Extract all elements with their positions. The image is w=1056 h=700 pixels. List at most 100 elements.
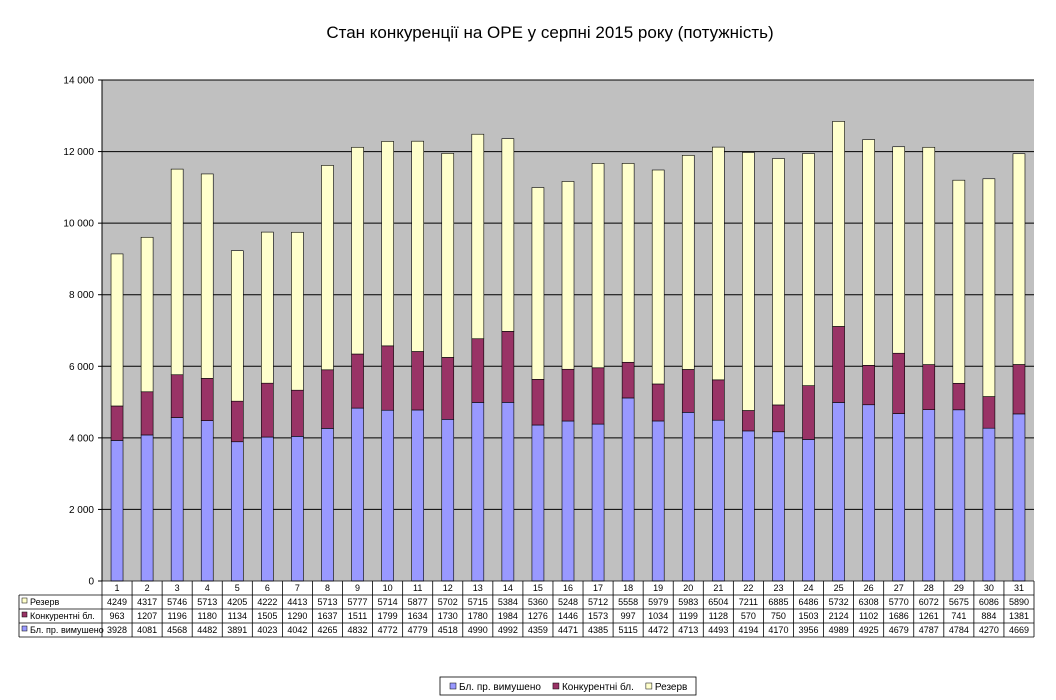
bar-segment xyxy=(230,250,244,402)
x-tick-label: 1 xyxy=(115,583,120,593)
table-cell: 5890 xyxy=(1009,597,1029,607)
x-tick-label: 11 xyxy=(413,583,422,593)
bar-segment xyxy=(621,361,635,399)
bar-segment xyxy=(351,353,364,409)
table-cell: 5702 xyxy=(438,597,458,607)
bar-segment xyxy=(591,163,605,369)
bar-segment xyxy=(712,419,725,582)
table-cell: 1511 xyxy=(348,611,367,621)
bar-segment xyxy=(832,326,845,403)
table-cell: 5715 xyxy=(468,597,488,607)
table-cell: 4359 xyxy=(528,625,548,635)
x-tick-label: 26 xyxy=(864,583,874,593)
bar-segment xyxy=(1012,413,1026,582)
bar-segment xyxy=(561,420,575,582)
table-row-label: Конкурентні бл. xyxy=(30,611,95,621)
table-cell: 4270 xyxy=(979,625,999,635)
x-tick-label: 30 xyxy=(984,583,994,593)
bar-segment xyxy=(952,409,966,582)
table-cell: 4385 xyxy=(588,625,608,635)
bar-segment xyxy=(681,369,695,413)
table-row-key xyxy=(21,597,28,604)
bar-segment xyxy=(922,364,936,410)
x-tick-label: 7 xyxy=(295,583,300,593)
table-cell: 4023 xyxy=(257,625,277,635)
table-cell: 1102 xyxy=(859,611,878,621)
bar-segment xyxy=(501,331,515,403)
table-cell: 4413 xyxy=(287,597,307,607)
table-cell: 1128 xyxy=(709,611,728,621)
legend-box xyxy=(439,676,697,696)
bar-segment xyxy=(471,133,485,340)
table-cell: 1446 xyxy=(558,611,578,621)
table-cell: 741 xyxy=(951,611,966,621)
table-cell: 1503 xyxy=(799,611,819,621)
table-row-label: Бл. пр. вимушено xyxy=(30,625,104,635)
table-cell: 1637 xyxy=(317,611,337,621)
table-cell: 4779 xyxy=(408,625,428,635)
bar-segment xyxy=(591,367,605,425)
table-cell: 4265 xyxy=(317,625,337,635)
bar-segment xyxy=(291,436,304,582)
x-tick-label: 8 xyxy=(325,583,330,593)
bar-segment xyxy=(862,139,875,366)
bar-segment xyxy=(862,404,875,582)
x-tick-label: 25 xyxy=(834,583,844,593)
bar-segment xyxy=(140,236,154,393)
y-tick-label: 10 000 xyxy=(63,219,94,230)
table-cell: 4518 xyxy=(438,625,458,635)
bar-segment xyxy=(832,121,845,327)
x-tick-label: 29 xyxy=(954,583,964,593)
table-cell: 5558 xyxy=(618,597,638,607)
table-cell: 4493 xyxy=(708,625,728,635)
table-cell: 1686 xyxy=(889,611,909,621)
x-tick-label: 13 xyxy=(473,583,483,593)
table-cell: 4925 xyxy=(859,625,879,635)
table-cell: 1573 xyxy=(588,611,608,621)
bar-segment xyxy=(230,400,244,443)
bar-segment xyxy=(291,389,304,437)
table-cell: 1134 xyxy=(228,611,247,621)
y-tick-label: 12 000 xyxy=(63,147,94,158)
x-tick-label: 5 xyxy=(235,583,240,593)
table-cell: 6504 xyxy=(708,597,728,607)
bar-segment xyxy=(441,419,455,582)
x-tick-label: 27 xyxy=(894,583,904,593)
table-cell: 6086 xyxy=(979,597,999,607)
table-row-label: Резерв xyxy=(30,597,59,607)
table-cell: 5248 xyxy=(558,597,578,607)
table-cell: 4194 xyxy=(738,625,758,635)
x-tick-label: 14 xyxy=(503,583,513,593)
bar-segment xyxy=(982,178,996,397)
table-cell: 1634 xyxy=(408,611,428,621)
table-cell: 4205 xyxy=(227,597,247,607)
table-cell: 7211 xyxy=(739,597,758,607)
bar-segment xyxy=(261,382,274,438)
bar-segment xyxy=(561,368,575,422)
bar-segment xyxy=(712,146,725,381)
bar-segment xyxy=(681,412,695,582)
bar-segment xyxy=(110,440,124,582)
table-cell: 4989 xyxy=(829,625,849,635)
bar-segment xyxy=(351,146,364,355)
table-cell: 5732 xyxy=(829,597,849,607)
legend-label: Конкурентні бл. xyxy=(562,681,634,693)
table-cell: 4317 xyxy=(137,597,157,607)
table-cell: 4990 xyxy=(468,625,488,635)
table-cell: 5712 xyxy=(588,597,608,607)
bar-segment xyxy=(802,385,815,440)
bar-segment xyxy=(712,379,725,421)
bar-segment xyxy=(742,410,755,432)
table-row-key xyxy=(21,611,28,618)
bar-segment xyxy=(651,383,665,422)
table-cell: 1290 xyxy=(287,611,307,621)
table-cell: 4679 xyxy=(889,625,909,635)
y-tick-label: 4 000 xyxy=(69,433,94,444)
x-tick-label: 2 xyxy=(145,583,150,593)
legend-swatch xyxy=(552,682,560,690)
bar-segment xyxy=(411,351,424,411)
bar-segment xyxy=(321,369,334,429)
bar-segment xyxy=(982,396,996,429)
table-cell: 3928 xyxy=(107,625,127,635)
bar-segment xyxy=(772,404,785,433)
